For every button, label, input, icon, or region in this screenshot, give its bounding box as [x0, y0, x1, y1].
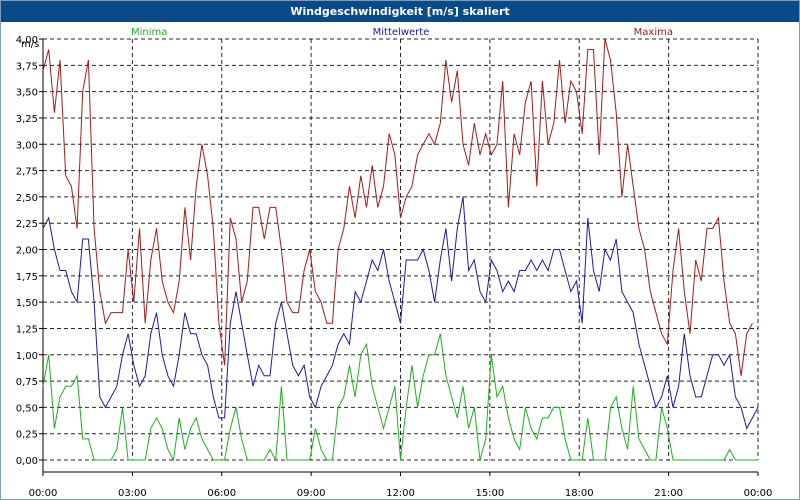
x-tick-time: 00:00 — [744, 488, 773, 499]
y-tick-label: 1,25 — [16, 324, 38, 335]
legend-maxima: Maxima — [634, 27, 673, 38]
series-line-maxima — [42, 38, 753, 376]
x-tick-time: 03:00 — [118, 488, 147, 499]
series — [42, 38, 759, 462]
y-ticks: 0,00 0,25 0,50 0,75 1,00 1,25 1,50 1,75 2,00 2,25… — [16, 35, 43, 467]
y-tick-label: 2,00 — [16, 246, 38, 257]
y-tick-label: 1,50 — [16, 298, 38, 309]
x-tick-time: 12:00 — [386, 488, 415, 499]
y-tick-label: 3,00 — [16, 140, 38, 151]
y-tick-label: 0,00 — [16, 456, 38, 467]
x-tick-time: 09:00 — [297, 488, 326, 499]
x-tick-time: 18:00 — [565, 488, 594, 499]
window-title: Windgeschwindigkeit [m/s] skaliert — [1, 1, 799, 22]
x-tick-time: 06:00 — [207, 488, 236, 499]
x-tick-time: 15:00 — [475, 488, 504, 499]
series-line-mittelwerte — [42, 196, 759, 430]
x-tick-time: 21:00 — [654, 488, 683, 499]
y-tick-label: 3,25 — [16, 114, 38, 125]
series-line-minima — [42, 333, 759, 462]
y-tick-label: 2,75 — [16, 167, 38, 178]
y-tick-label: 3,50 — [16, 88, 38, 99]
y-axis-unit: m/s — [21, 39, 39, 50]
y-tick-label: 3,75 — [16, 61, 38, 72]
y-tick-label: 0,50 — [16, 403, 38, 414]
y-tick-label: 4,00 — [16, 35, 38, 46]
chart: m/s Minima Mittelwerte Maxima 0,000,250,… — [16, 27, 773, 499]
legend-mittelwerte: Mittelwerte — [373, 27, 430, 38]
y-tick-label: 0,25 — [16, 430, 38, 441]
x-ticks: 00:0018.11.1903:0018.11.1906:0018.11.190… — [29, 472, 773, 499]
grid — [42, 38, 759, 461]
y-tick-label: 2,50 — [16, 193, 38, 204]
y-tick-label: 2,25 — [16, 219, 38, 230]
legend-minima: Minima — [131, 27, 167, 38]
y-tick-label: 1,00 — [16, 351, 38, 362]
x-tick-time: 00:00 — [29, 488, 58, 499]
y-tick-label: 1,75 — [16, 272, 38, 283]
y-tick-label: 0,75 — [16, 377, 38, 388]
